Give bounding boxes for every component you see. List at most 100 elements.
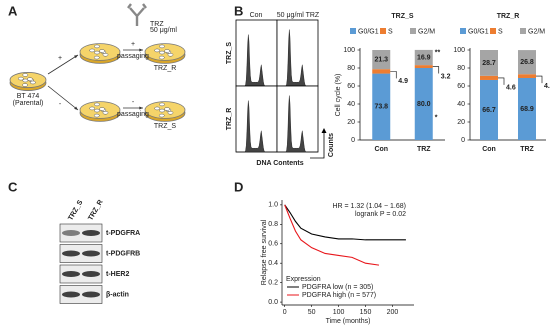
drug-label: 50 μg/ml (150, 27, 177, 34)
x-tick-label: 100 (333, 309, 345, 316)
annotation: logrank P = 0.02 (355, 211, 406, 218)
bar-segment (518, 77, 536, 140)
drug-label: TRZ (150, 21, 164, 28)
cell (27, 77, 33, 81)
annotation: HR = 1.32 (1.04 − 1.68) (332, 203, 406, 210)
value-label: 4.9 (398, 78, 408, 85)
passaging-label: passaging (117, 53, 149, 60)
y-tick-label: 100 (343, 47, 355, 54)
cell (102, 53, 109, 57)
legend-label: G2/M (528, 28, 545, 35)
axis-arrow (310, 132, 325, 159)
x-tick-label: 200 (387, 309, 399, 316)
arrow-head (139, 48, 143, 52)
bar-segment (372, 69, 391, 74)
x-tick-label: Con (482, 146, 496, 153)
bar-segment (372, 73, 391, 140)
y-label: Relapse free survival (261, 219, 268, 285)
cell (154, 48, 160, 53)
band (62, 291, 80, 298)
legend-swatch (410, 28, 416, 34)
band-label: t-PDGFRA (106, 230, 140, 237)
legend-swatch (350, 28, 356, 34)
value-label: 4.6 (506, 85, 516, 92)
x-tick-label: TRZ (417, 146, 431, 153)
y-label: Cell cycle (%) (335, 74, 342, 117)
cell (22, 73, 29, 77)
y-tick-label: 0.0 (268, 299, 278, 306)
survival-curve (284, 204, 380, 266)
blot (59, 244, 103, 263)
value-label: 80.0 (417, 101, 431, 108)
bar-segment (480, 79, 498, 140)
value-label: 26.8 (520, 59, 534, 66)
dish-label: BT 474 (17, 93, 40, 100)
x-tick-label: 0 (283, 309, 287, 316)
legend-label: PDGFRA low (n = 305) (302, 284, 373, 291)
x-label: DNA Contents (256, 160, 303, 167)
cell (164, 49, 170, 53)
cell (89, 106, 95, 111)
arrow (47, 54, 79, 75)
sign: + (131, 41, 135, 48)
arrow-head (321, 128, 327, 133)
dish-label: (Parental) (13, 100, 44, 107)
sign: + (58, 55, 62, 62)
cell (22, 83, 28, 87)
band-label: t-HER2 (106, 271, 129, 278)
y-tick-label: 0.6 (268, 241, 278, 248)
cell (18, 76, 24, 81)
legend-label: G2/M (418, 28, 435, 35)
column-label: 50 μg/ml TRZ (277, 12, 320, 19)
histogram-frame (276, 19, 319, 87)
arrow-head (74, 55, 78, 59)
dish-label: TRZ_S (154, 123, 177, 130)
bar-segment (414, 68, 433, 140)
cell (89, 48, 95, 53)
cell (164, 107, 170, 111)
panel-label: D (234, 179, 243, 194)
cell (159, 108, 165, 113)
sign: - (132, 99, 135, 106)
y-tick-label: 80 (347, 65, 355, 72)
band (82, 250, 100, 257)
histogram-frame (235, 19, 278, 87)
cell (102, 111, 109, 115)
arrow-head (139, 106, 143, 110)
y-tick-label: 1.0 (268, 202, 278, 209)
lane-label: TRZ_R (87, 199, 104, 222)
band-label: β-actin (106, 291, 129, 298)
y-tick-label: 60 (347, 83, 355, 90)
chart-title: TRZ_S (391, 13, 414, 20)
row-label: TRZ_R (226, 108, 233, 131)
cell (94, 108, 100, 113)
cell (94, 50, 100, 55)
band (82, 271, 100, 277)
histogram-frame (276, 85, 319, 153)
legend-title: Expression (286, 276, 321, 283)
cell (94, 102, 100, 107)
histogram-frame (235, 85, 278, 153)
cell (159, 50, 165, 55)
y-tick-label: 0 (351, 137, 355, 144)
y-tick-label: 0.8 (268, 221, 278, 228)
dish-label: TRZ_R (154, 65, 177, 72)
blot (59, 223, 103, 243)
legend-swatch (460, 28, 466, 34)
value-label: 66.7 (482, 107, 496, 114)
cell (93, 113, 100, 118)
chart-title: TRZ_R (497, 13, 520, 20)
y-tick-label: 0 (461, 137, 465, 144)
legend-swatch (380, 28, 386, 34)
y-tick-label: 80 (457, 65, 465, 72)
cell (154, 106, 160, 111)
y-label: Counts (328, 133, 335, 157)
band (62, 271, 80, 277)
label-connector (432, 66, 440, 74)
survival-curve (284, 204, 406, 241)
cell (99, 49, 105, 53)
value-label: 3.2 (441, 73, 451, 80)
label-connector (390, 71, 397, 79)
legend-label: S (498, 28, 503, 35)
panel-label: B (234, 3, 243, 18)
